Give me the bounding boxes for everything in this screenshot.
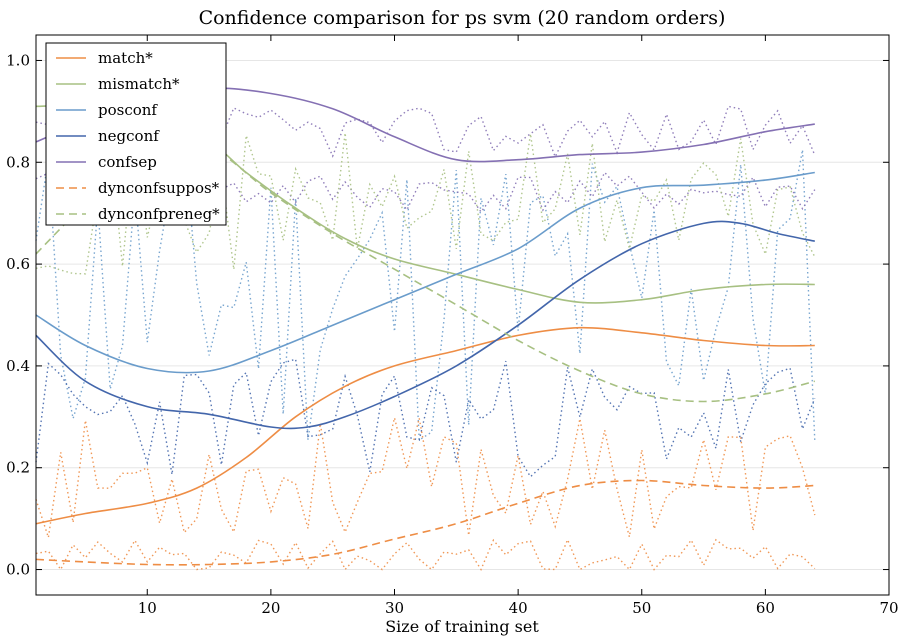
background-trace bbox=[35, 141, 816, 442]
y-tick-label: 0.6 bbox=[6, 255, 30, 273]
background-trace bbox=[35, 417, 816, 538]
background-trace bbox=[35, 358, 816, 478]
series-line-posconf bbox=[35, 171, 815, 374]
y-tick-label: 0.0 bbox=[6, 561, 30, 579]
x-tick-label: 60 bbox=[756, 599, 775, 617]
plot-frame bbox=[35, 34, 890, 596]
legend-label: dynconfsuppos* bbox=[98, 179, 220, 197]
series-line-dynconfsuppos bbox=[35, 479, 815, 566]
x-tick-label: 50 bbox=[632, 599, 651, 617]
legend-label: negconf bbox=[98, 127, 160, 145]
legend-label: match* bbox=[98, 49, 153, 67]
legend-box bbox=[45, 42, 227, 226]
x-tick-label: 20 bbox=[261, 599, 280, 617]
x-tick-label: 30 bbox=[385, 599, 404, 617]
y-axis: 0.0 0.2 0.4 0.6 0.8 1.0 bbox=[6, 51, 889, 579]
series-line-match bbox=[35, 326, 815, 525]
background-trace bbox=[35, 132, 816, 275]
x-tick-label: 70 bbox=[879, 599, 898, 617]
x-tick-label: 10 bbox=[138, 599, 157, 617]
legend: match* mismatch* posconf negconf confsep dync… bbox=[45, 42, 227, 226]
legend-label: dynconfpreneg* bbox=[98, 205, 220, 223]
background-trace bbox=[35, 537, 816, 572]
chart-title: Confidence comparison for ps svm (20 ran… bbox=[199, 7, 726, 29]
legend-label: confsep bbox=[98, 153, 157, 171]
y-tick-label: 0.2 bbox=[6, 459, 30, 477]
y-tick-label: 1.0 bbox=[6, 51, 30, 69]
legend-label: posconf bbox=[98, 101, 158, 119]
series-line-negconf bbox=[35, 220, 815, 430]
legend-label: mismatch* bbox=[98, 75, 180, 93]
background-trace bbox=[35, 105, 816, 159]
x-axis-label: Size of training set bbox=[385, 617, 539, 636]
x-axis: 10 20 30 40 50 60 70 bbox=[138, 35, 899, 617]
x-tick-label: 40 bbox=[509, 599, 528, 617]
y-tick-label: 0.4 bbox=[6, 357, 30, 375]
y-tick-label: 0.8 bbox=[6, 153, 30, 171]
